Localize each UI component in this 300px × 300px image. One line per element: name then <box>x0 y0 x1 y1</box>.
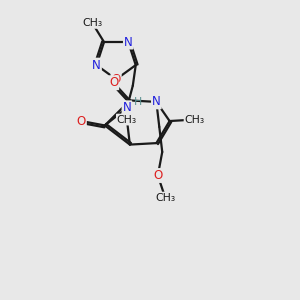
Text: CH₃: CH₃ <box>155 193 175 202</box>
Text: N: N <box>92 58 101 72</box>
Text: H: H <box>134 97 142 107</box>
Text: N: N <box>124 35 133 49</box>
Text: O: O <box>109 76 118 89</box>
Text: O: O <box>112 73 121 86</box>
Text: O: O <box>153 169 162 182</box>
Text: CH₃: CH₃ <box>117 115 137 124</box>
Text: N: N <box>152 95 161 108</box>
Text: N: N <box>122 101 131 114</box>
Text: CH₃: CH₃ <box>184 115 205 124</box>
Text: O: O <box>76 115 86 128</box>
Text: CH₃: CH₃ <box>82 18 102 28</box>
